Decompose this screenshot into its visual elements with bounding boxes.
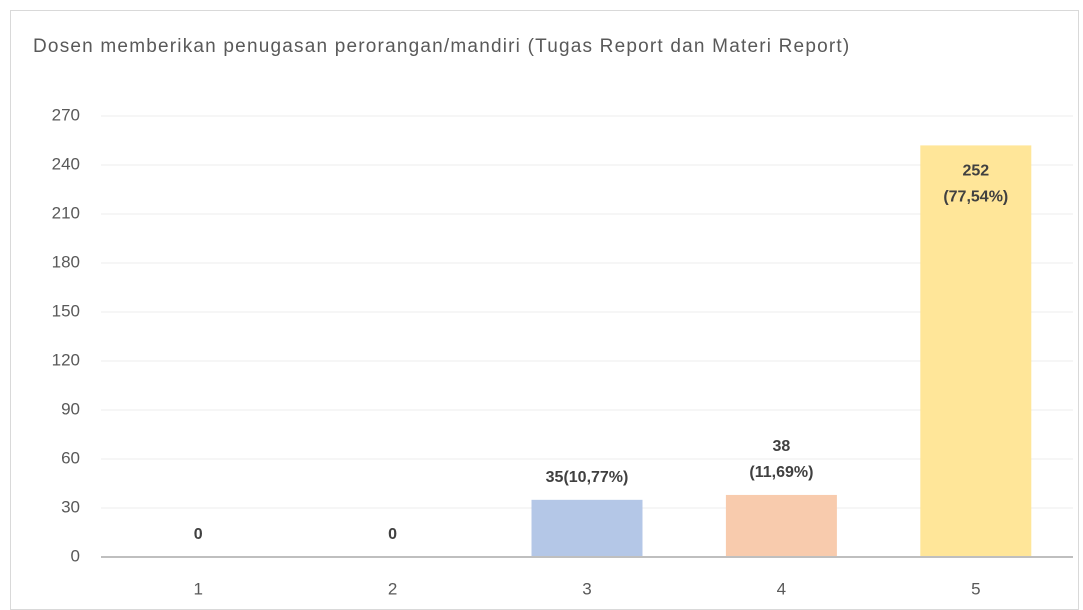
- y-tick-label: 60: [61, 448, 80, 467]
- y-tick-label: 0: [71, 546, 80, 565]
- y-tick-label: 210: [52, 203, 80, 222]
- bar: [920, 145, 1032, 557]
- value-label: 0: [194, 526, 203, 543]
- x-tick-label: 3: [582, 579, 591, 598]
- value-label-line: 252: [962, 163, 989, 180]
- value-label-line: 0: [388, 526, 397, 543]
- y-tick-label: 180: [52, 252, 80, 271]
- value-label-line: 38: [773, 438, 791, 455]
- value-label-line: 0: [194, 526, 203, 543]
- y-tick-label: 150: [52, 301, 80, 320]
- y-tick-label: 30: [61, 497, 80, 516]
- bar: [531, 499, 643, 557]
- x-tick-label: 1: [193, 579, 202, 598]
- value-label: 35(10,77%): [546, 469, 629, 486]
- value-label-line: (77,54%): [943, 189, 1008, 206]
- y-tick-label: 270: [52, 105, 80, 124]
- value-label: 38 (11,69%): [749, 438, 813, 481]
- y-tick-label: 90: [61, 399, 80, 418]
- x-tick-label: 4: [777, 579, 786, 598]
- y-tick-label: 240: [52, 154, 80, 173]
- bar: [725, 494, 837, 557]
- x-tick-label: 5: [971, 579, 980, 598]
- chart-title: Dosen memberikan penugasan perorangan/ma…: [33, 36, 851, 57]
- y-tick-label: 120: [52, 350, 80, 369]
- x-tick-label: 2: [388, 579, 397, 598]
- value-label-line: (11,69%): [749, 464, 813, 481]
- value-label-line: 35(10,77%): [546, 469, 629, 486]
- value-label: 252 (77,54%): [943, 163, 1008, 206]
- value-label: 0: [388, 526, 397, 543]
